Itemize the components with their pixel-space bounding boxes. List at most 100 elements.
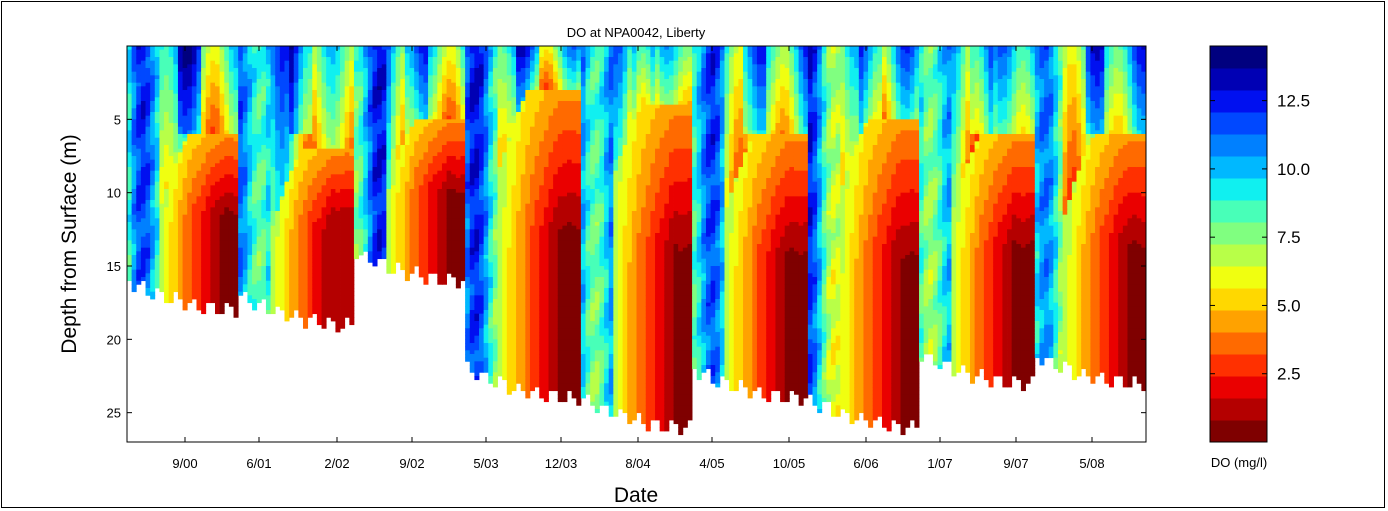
contour-cell bbox=[279, 141, 285, 146]
contour-cell bbox=[173, 86, 179, 91]
contour-cell bbox=[215, 53, 221, 58]
contour-cell bbox=[228, 233, 234, 238]
contour-cell bbox=[423, 119, 429, 124]
contour-cell bbox=[316, 134, 322, 139]
contour-cell bbox=[414, 192, 420, 197]
contour-cell bbox=[145, 53, 151, 58]
contour-cell bbox=[414, 240, 420, 245]
contour-cell bbox=[326, 112, 332, 117]
contour-cell bbox=[312, 145, 318, 150]
contour-cell bbox=[145, 167, 151, 172]
contour-cell bbox=[219, 310, 225, 315]
contour-cell bbox=[136, 277, 142, 282]
contour-cell bbox=[252, 93, 258, 98]
contour-cell bbox=[400, 64, 406, 69]
contour-cell bbox=[372, 97, 378, 102]
contour-cell bbox=[326, 108, 332, 113]
contour-cell bbox=[289, 64, 295, 69]
contour-cell bbox=[377, 53, 383, 58]
contour-cell bbox=[136, 46, 142, 51]
contour-cell bbox=[201, 75, 207, 80]
contour-cell bbox=[140, 214, 146, 219]
contour-cell bbox=[404, 262, 410, 267]
contour-cell bbox=[136, 240, 142, 245]
contour-cell bbox=[177, 137, 183, 142]
contour-cell bbox=[150, 189, 156, 194]
contour-cell bbox=[418, 192, 424, 197]
contour-cell bbox=[265, 97, 271, 102]
contour-cell bbox=[177, 130, 183, 135]
contour-cell bbox=[150, 90, 156, 95]
contour-cell bbox=[159, 108, 165, 113]
contour-cell bbox=[395, 196, 401, 201]
contour-cell bbox=[428, 108, 434, 113]
contour-cell bbox=[326, 101, 332, 106]
contour-cell bbox=[265, 255, 271, 260]
contour-cell bbox=[284, 90, 290, 95]
contour-cell bbox=[326, 134, 332, 139]
contour-cell bbox=[205, 269, 211, 274]
contour-cell bbox=[252, 284, 258, 289]
contour-cell bbox=[270, 299, 276, 304]
contour-cell bbox=[289, 148, 295, 153]
contour-cell bbox=[349, 163, 355, 168]
contour-cell bbox=[307, 108, 313, 113]
contour-cell bbox=[307, 46, 313, 51]
contour-cell bbox=[215, 240, 221, 245]
contour-cell bbox=[261, 126, 267, 131]
contour-cell bbox=[215, 302, 221, 307]
contour-cell bbox=[377, 214, 383, 219]
contour-cell bbox=[279, 273, 285, 278]
contour-cell bbox=[191, 68, 197, 73]
contour-cell bbox=[395, 82, 401, 87]
contour-cell bbox=[307, 306, 313, 311]
contour-cell bbox=[261, 97, 267, 102]
contour-cell bbox=[353, 115, 359, 120]
contour-cell bbox=[205, 134, 211, 139]
contour-cell bbox=[177, 152, 183, 157]
contour-cell bbox=[418, 97, 424, 102]
contour-cell bbox=[349, 218, 355, 223]
contour-cell bbox=[261, 240, 267, 245]
contour-cell bbox=[159, 90, 165, 95]
contour-cell bbox=[316, 225, 322, 230]
contour-cell bbox=[418, 181, 424, 186]
contour-cell bbox=[455, 222, 461, 227]
contour-cell bbox=[307, 218, 313, 223]
contour-cell bbox=[428, 90, 434, 95]
contour-cell bbox=[210, 174, 216, 179]
contour-cell bbox=[386, 126, 392, 131]
contour-cell bbox=[205, 192, 211, 197]
contour-cell bbox=[265, 222, 271, 227]
contour-cell bbox=[261, 49, 267, 54]
contour-cell bbox=[340, 251, 346, 256]
contour-cell bbox=[335, 233, 341, 238]
contour-cell bbox=[233, 310, 239, 315]
contour-cell bbox=[191, 251, 197, 256]
contour-cell bbox=[307, 174, 313, 179]
contour-cell bbox=[159, 280, 165, 285]
contour-cell bbox=[270, 101, 276, 106]
contour-cell bbox=[465, 123, 471, 128]
contour-cell bbox=[414, 244, 420, 249]
contour-cell bbox=[270, 86, 276, 91]
contour-cell bbox=[330, 240, 336, 245]
contour-cell bbox=[321, 97, 327, 102]
contour-cell bbox=[284, 185, 290, 190]
contour-cell bbox=[363, 119, 369, 124]
contour-cell bbox=[168, 104, 174, 109]
contour-cell bbox=[201, 152, 207, 157]
contour-cell bbox=[233, 60, 239, 65]
contour-cell bbox=[349, 71, 355, 76]
contour-cell bbox=[418, 134, 424, 139]
contour-cell bbox=[381, 170, 387, 175]
contour-cell bbox=[446, 46, 452, 51]
contour-cell bbox=[298, 79, 304, 84]
contour-cell bbox=[196, 266, 202, 271]
contour-cell bbox=[340, 97, 346, 102]
contour-cell bbox=[177, 189, 183, 194]
contour-cell bbox=[228, 86, 234, 91]
contour-cell bbox=[270, 148, 276, 153]
contour-cell bbox=[293, 159, 299, 164]
contour-cell bbox=[284, 53, 290, 58]
